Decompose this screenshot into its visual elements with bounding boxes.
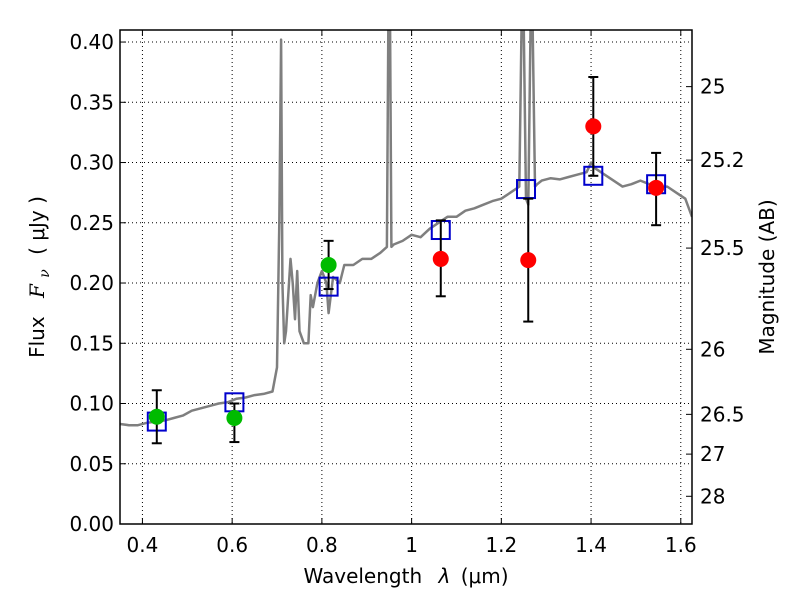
y-tick-label: 0.00 [69,512,114,536]
ticks: 0.4 0.6 0.8 1 1.2 1.4 1.6 0.00 0.05 0.10 0.15 0.20 0… [69,30,745,557]
observed-near-infrared-point [585,118,602,135]
x-axis-title-unit: (μm) [461,564,509,588]
x-axis-title-symbol: λ [438,564,451,588]
y2-axis-title: Magnitude (AB) [755,199,779,354]
y2-tick-label: 26 [700,337,725,361]
y2-tick-label: 28 [700,484,725,508]
y-tick-label: 0.40 [69,30,114,54]
y2-tick-label: 26.5 [700,402,745,426]
y-tick-label: 0.20 [69,271,114,295]
y-tick-label: 0.05 [69,452,114,476]
y-axis-title-subscript: ν [37,269,53,278]
x-axis-title: Wavelength λ (μm) [303,564,508,588]
x-axis-title-prefix: Wavelength [303,564,422,588]
y-axis-title: Flux F ν ( μJy ) [25,196,54,358]
data-layer [120,30,692,445]
observed-near-infrared-point [520,252,537,269]
x-tick-label: 0.4 [127,533,159,557]
y-axis-title-prefix: Flux [25,316,49,358]
observed-near-infrared-point [432,250,449,267]
x-tick-label: 1.4 [575,533,607,557]
y-axis-title-unit: ( μJy ) [25,196,49,255]
x-tick-label: 1.6 [665,533,697,557]
y-tick-label: 0.15 [69,331,114,355]
x-tick-label: 1 [405,533,418,557]
grid [120,30,692,524]
plot-frame [119,29,693,525]
y-tick-label: 0.25 [69,211,114,235]
x-tick-label: 0.6 [216,533,248,557]
x-tick-label: 1.2 [485,533,517,557]
y2-tick-label: 25 [700,75,725,99]
y2-tick-label: 25.5 [700,236,745,260]
observed-optical-point [320,256,337,273]
observed-near-infrared-point [648,179,665,196]
x-tick-label: 0.8 [306,533,338,557]
y-axis-title-symbol: F [25,283,49,299]
observed-optical-point [226,409,243,426]
y-tick-label: 0.35 [69,90,114,114]
observed-optical-point [148,408,165,425]
y2-tick-label: 25.2 [700,148,745,172]
y2-tick-label: 27 [700,442,725,466]
y-tick-label: 0.30 [69,151,114,175]
model-spectrum-line [120,30,692,427]
y-tick-label: 0.10 [69,392,114,416]
